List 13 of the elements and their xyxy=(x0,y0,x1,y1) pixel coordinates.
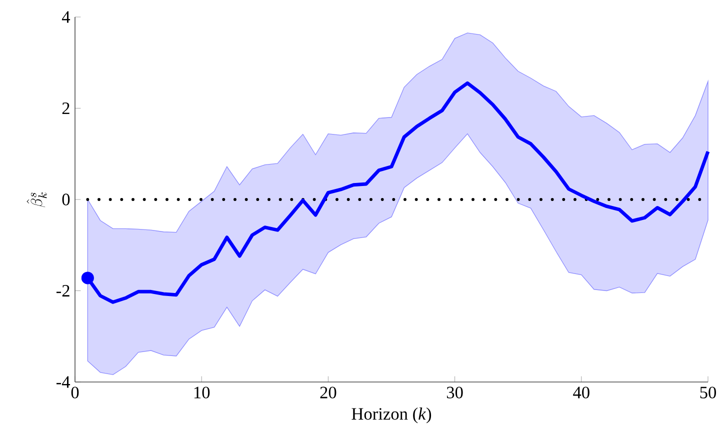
x-axis-title: Horizon (k) xyxy=(352,408,432,424)
y-axis-title: $\hat{\beta}^s_k$ xyxy=(26,192,47,208)
x-tick-label: 40 xyxy=(573,386,590,398)
y-tick-label: -4 xyxy=(56,376,70,388)
x-tick-label: 50 xyxy=(700,386,716,398)
x-tick-label: 30 xyxy=(446,386,463,398)
x-tick-label: 20 xyxy=(320,386,336,398)
x-tick-label: 10 xyxy=(194,386,210,398)
y-tick-label: -2 xyxy=(56,285,70,296)
y-tick-label: 0 xyxy=(62,194,70,206)
y-tick-label: 2 xyxy=(62,102,70,114)
x-tick-label: 0 xyxy=(71,386,79,398)
y-tick-label: 4 xyxy=(62,11,70,23)
